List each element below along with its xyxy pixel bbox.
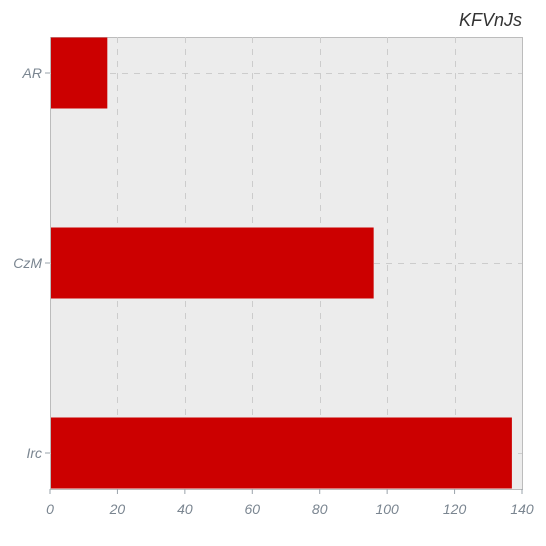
- bar-AR: [51, 37, 108, 109]
- chart-title: KFVnJs: [459, 10, 522, 30]
- bars: [51, 37, 512, 489]
- y-tick-label-Irc: Irc: [26, 445, 42, 461]
- x-tick-label-100: 100: [375, 501, 399, 517]
- x-tick-label-40: 40: [177, 501, 193, 517]
- y-axis-ticks: AR CzM Irc: [13, 65, 50, 461]
- x-tick-label-60: 60: [244, 501, 260, 517]
- x-axis-ticks: 0 20 40 60 80 100 120 140: [46, 489, 534, 517]
- x-tick-label-120: 120: [443, 501, 467, 517]
- x-tick-label-80: 80: [312, 501, 328, 517]
- bar-Irc: [51, 417, 512, 489]
- y-tick-label-CzM: CzM: [13, 255, 42, 271]
- bar-CzM: [51, 227, 374, 299]
- x-gridlines: [117, 37, 456, 489]
- y-tick-label-AR: AR: [22, 65, 42, 81]
- x-tick-label-20: 20: [109, 501, 126, 517]
- x-tick-label-140: 140: [510, 501, 534, 517]
- x-tick-label-0: 0: [46, 501, 54, 517]
